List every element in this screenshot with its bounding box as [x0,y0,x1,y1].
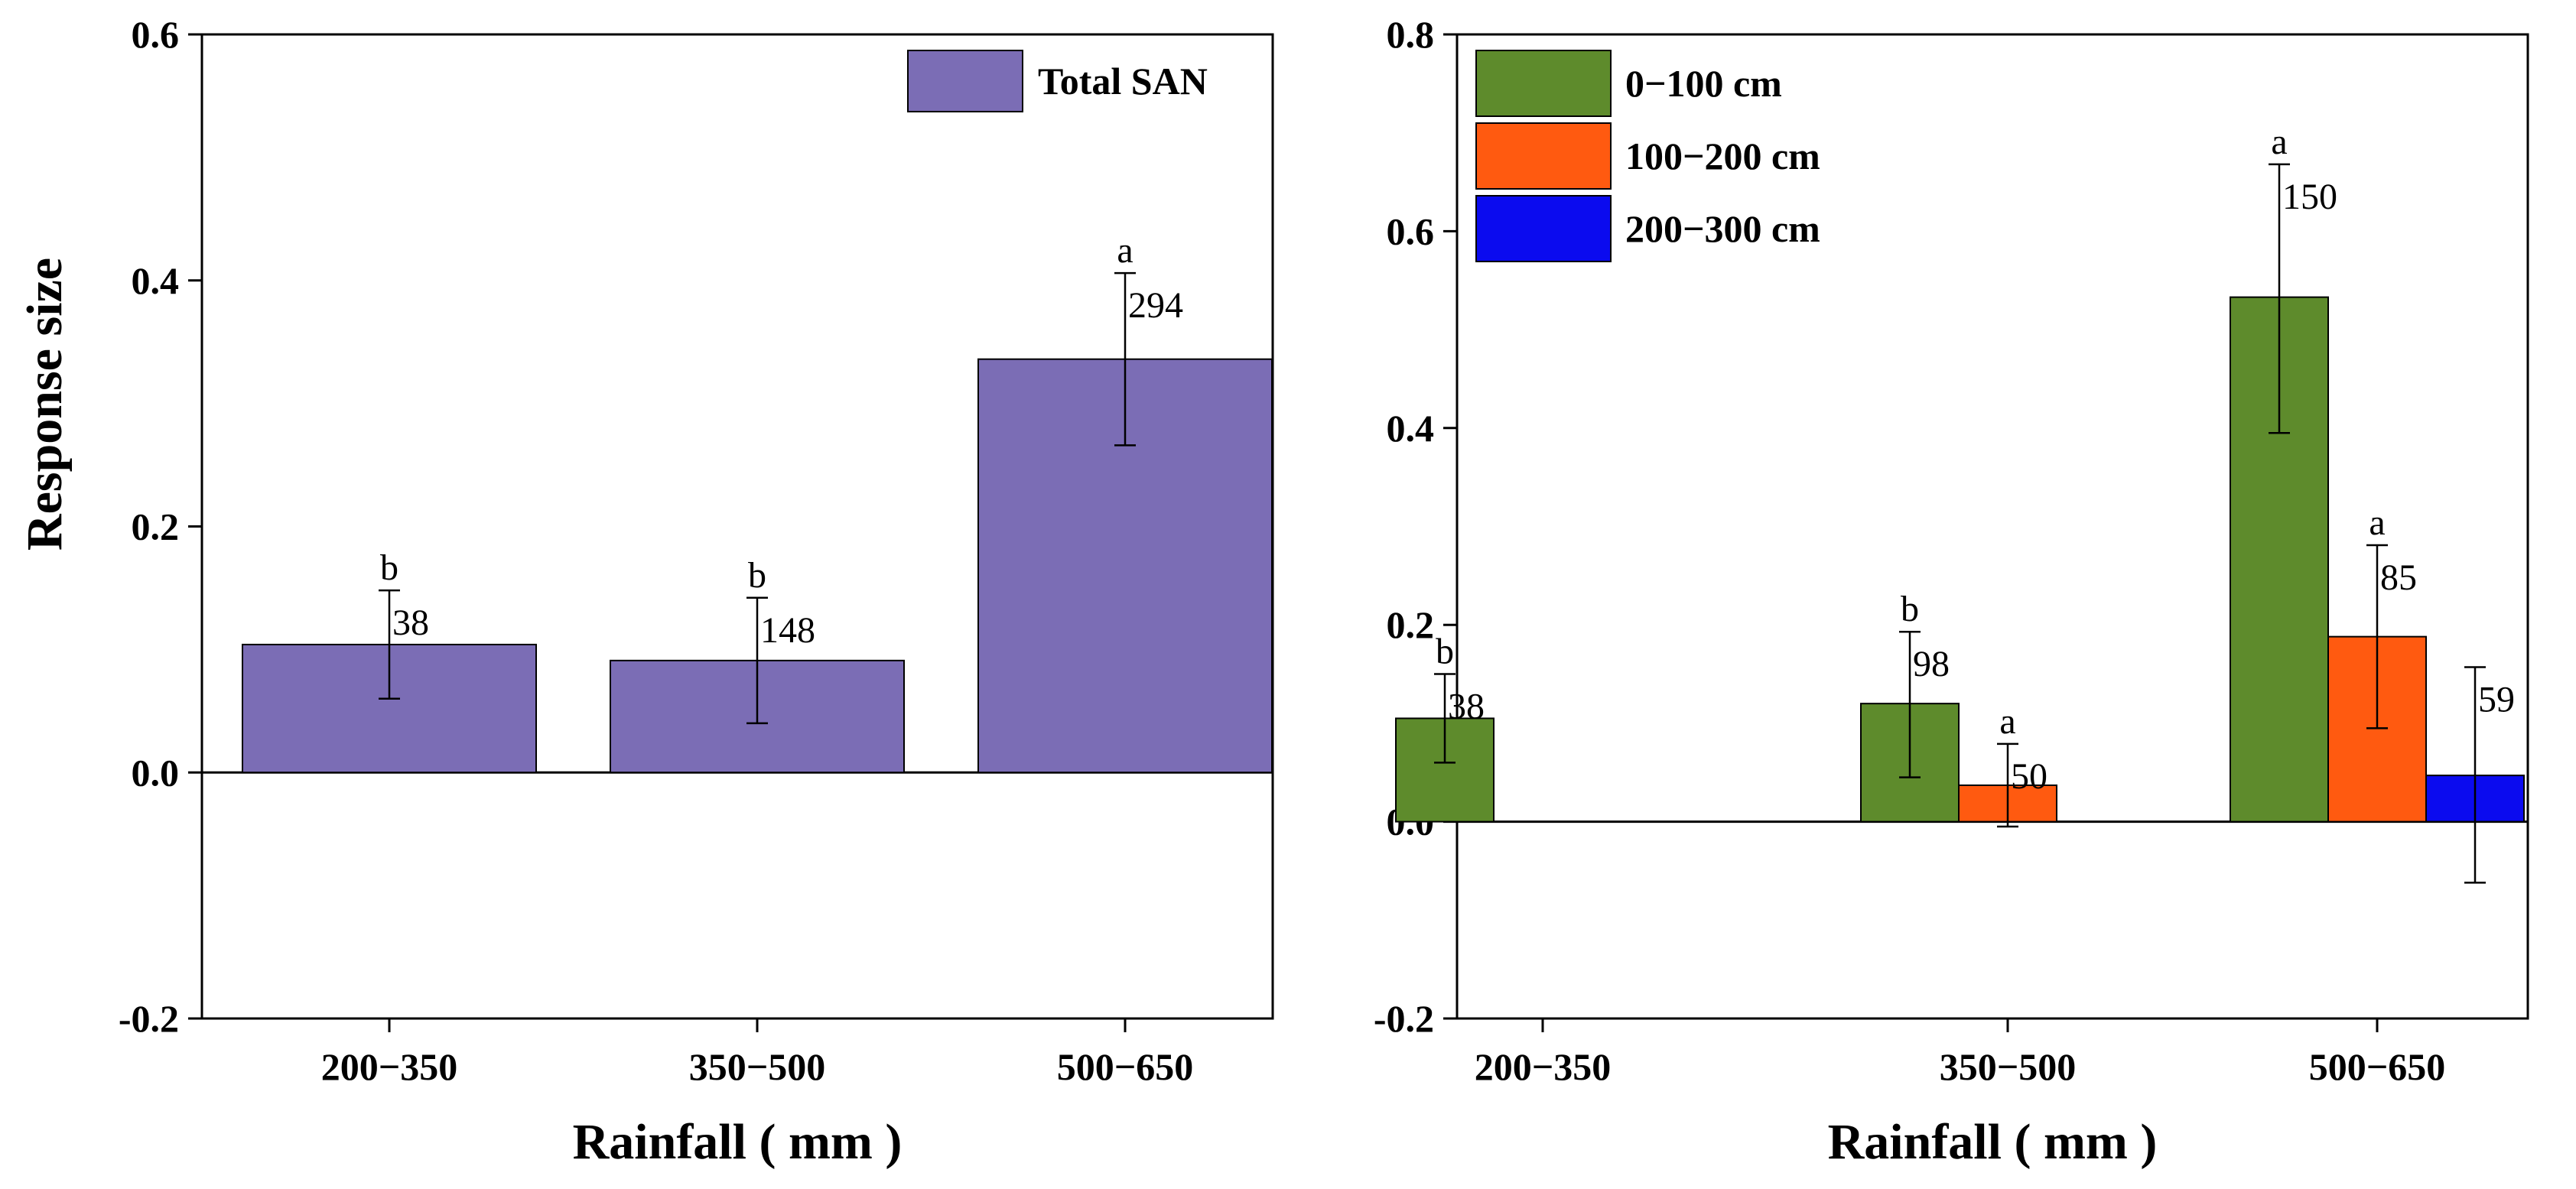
significance-letter: b [380,547,398,588]
y-tick-label: 0.6 [1387,210,1435,252]
legend-swatch [907,50,1023,112]
x-tick-label: 350−500 [689,1045,826,1088]
significance-letter: a [2369,502,2385,543]
y-tick-label: 0.0 [132,751,180,794]
x-axis-title: Rainfall ( mm ) [573,1114,903,1170]
data-label: 294 [1128,285,1183,326]
significance-letter: a [1999,701,2015,742]
y-tick-label: 0.2 [1387,603,1435,646]
data-label: 59 [2478,680,2515,720]
chart-panel-total-san: -0.2 0.0 0.2 0.4 0.6 200−350 350−500 500−650 Rai… [17,13,1274,1170]
legend-swatch [1475,122,1612,190]
data-label: 85 [2380,557,2417,598]
y-tick-label: -0.2 [119,997,179,1040]
x-axis-title: Rainfall ( mm ) [1828,1114,2158,1170]
data-label: 50 [2011,756,2047,797]
legend-label: Total SAN [1038,60,1208,102]
chart-panel-depth: -0.20.00.20.40.60.8200−350350−500500−650… [1374,13,2529,1170]
y-tick-label: 0.4 [1387,407,1435,450]
significance-letter: b [748,555,766,596]
significance-letter: b [1436,632,1454,672]
data-label: 148 [760,610,815,651]
x-tick-label: 350−500 [1940,1045,2077,1088]
y-tick-label: 0.2 [132,505,180,548]
plot-frame [1456,33,2529,1020]
y-tick-label: -0.2 [1374,997,1434,1040]
x-tick-label: 500−650 [2309,1045,2446,1088]
x-tick-label: 200−350 [1475,1045,1612,1088]
data-label: 150 [2282,177,2337,217]
legend-swatch [1475,195,1612,262]
y-tick-label: 0.8 [1387,13,1435,56]
significance-letter: b [1901,589,1919,629]
legend-swatch [1475,50,1612,117]
data-label: 38 [1448,687,1485,727]
legend-label: 0−100 cm [1625,62,1782,105]
y-tick-label: 0.6 [132,13,180,56]
x-tick-label: 200−350 [321,1045,458,1088]
legend-label: 200−300 cm [1625,207,1820,250]
data-label: 38 [392,603,429,643]
y-tick-label: 0.4 [132,259,180,302]
x-tick-label: 500−650 [1057,1045,1194,1088]
significance-letter: a [2271,122,2287,162]
significance-letter: a [1117,230,1133,271]
legend-label: 100−200 cm [1625,135,1820,177]
data-label: 98 [1913,644,1950,684]
y-axis-title: Response size [17,258,73,551]
